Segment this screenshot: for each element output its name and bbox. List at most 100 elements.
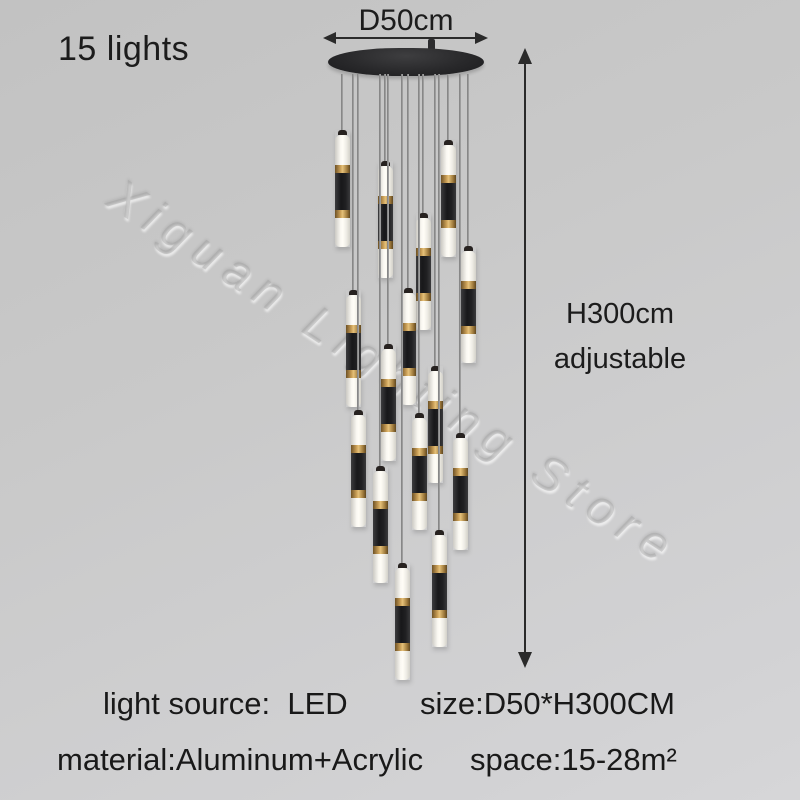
arrow-left-icon [323, 32, 336, 44]
light-tube [440, 140, 456, 257]
aluminum-body [350, 453, 366, 490]
tube-connector [430, 366, 440, 371]
brass-ring [411, 448, 427, 456]
light-tube [380, 344, 396, 461]
acrylic-diffuser-bottom [440, 228, 456, 257]
tube-connector [463, 246, 473, 251]
aluminum-body [334, 173, 350, 210]
tube-connector [434, 530, 444, 535]
light-tube [411, 413, 427, 530]
brass-ring [452, 468, 468, 476]
light-tube [350, 410, 366, 527]
acrylic-diffuser-bottom [427, 454, 443, 483]
acrylic-diffuser-top [394, 568, 410, 598]
brass-ring [460, 281, 476, 289]
spec-size: size:D50*H300CM [420, 686, 675, 721]
brass-ring [415, 293, 431, 301]
height-value: H300cm [566, 298, 674, 330]
hanging-wire [459, 74, 461, 437]
brass-ring [431, 565, 447, 573]
light-tube [427, 366, 443, 483]
hanging-wire [352, 74, 354, 294]
brass-ring [394, 598, 410, 606]
brass-ring [345, 370, 361, 378]
aluminum-body [460, 289, 476, 326]
spec-light-source: light source: LED [103, 686, 348, 721]
aluminum-body [380, 387, 396, 424]
height-adjustable: adjustable [553, 342, 687, 375]
acrylic-diffuser-bottom [380, 432, 396, 461]
brass-ring [440, 175, 456, 183]
tube-connector [380, 161, 390, 166]
diameter-label: D50cm [358, 4, 454, 37]
brass-ring [411, 493, 427, 501]
acrylic-diffuser-top [440, 145, 456, 175]
brass-ring [377, 241, 393, 249]
aluminum-body [411, 456, 427, 493]
acrylic-diffuser-top [350, 415, 366, 445]
tube-connector [353, 410, 363, 415]
light-tube [452, 433, 468, 550]
ceiling-canopy [328, 48, 484, 76]
brass-ring [380, 379, 396, 387]
acrylic-diffuser-top [411, 418, 427, 448]
brass-ring [350, 490, 366, 498]
tube-connector [403, 288, 413, 293]
brass-ring [372, 501, 388, 509]
light-tube [345, 290, 361, 407]
acrylic-diffuser-bottom [372, 554, 388, 583]
brass-ring [350, 445, 366, 453]
brass-ring [427, 446, 443, 454]
brass-ring [377, 196, 393, 204]
acrylic-diffuser-bottom [431, 618, 447, 647]
hanging-wire [407, 74, 409, 292]
hanging-wire [438, 74, 440, 534]
dimension-line [524, 58, 526, 658]
hanging-wire [401, 74, 403, 567]
aluminum-body [372, 509, 388, 546]
aluminum-body [427, 409, 443, 446]
acrylic-diffuser-top [345, 295, 361, 325]
light-tube [431, 530, 447, 647]
aluminum-body [394, 606, 410, 643]
hanging-wire [467, 74, 469, 250]
hanging-wire [418, 74, 420, 417]
tube-connector [443, 140, 453, 145]
hanging-wire [384, 74, 386, 165]
brass-ring [427, 401, 443, 409]
brass-ring [431, 610, 447, 618]
hanging-wire [357, 74, 359, 414]
arrow-up-icon [518, 48, 532, 64]
brass-ring [400, 368, 416, 376]
aluminum-body [431, 573, 447, 610]
hanging-wire [341, 74, 343, 134]
brass-ring [400, 323, 416, 331]
hanging-wire [434, 74, 436, 370]
acrylic-diffuser-top [460, 251, 476, 281]
brass-ring [334, 210, 350, 218]
arrow-down-icon [518, 652, 532, 668]
acrylic-diffuser-top [431, 535, 447, 565]
acrylic-diffuser-bottom [411, 501, 427, 530]
tube-connector [455, 433, 465, 438]
hanging-wire [379, 74, 381, 470]
acrylic-diffuser-bottom [350, 498, 366, 527]
light-tube [400, 288, 416, 405]
height-label: H300cm adjustable [545, 292, 695, 382]
tube-connector [397, 563, 407, 568]
acrylic-diffuser-top [334, 135, 350, 165]
light-tube [334, 130, 350, 247]
brass-ring [452, 513, 468, 521]
brass-ring [460, 326, 476, 334]
brass-ring [440, 220, 456, 228]
brass-ring [345, 325, 361, 333]
arrow-right-icon [475, 32, 488, 44]
dimension-line [333, 37, 478, 39]
acrylic-diffuser-bottom [460, 334, 476, 363]
hanging-wire [422, 74, 424, 217]
tube-connector [337, 130, 347, 135]
acrylic-diffuser-top [452, 438, 468, 468]
hanging-wire [387, 74, 389, 348]
acrylic-diffuser-bottom [452, 521, 468, 550]
acrylic-diffuser-top [380, 349, 396, 379]
